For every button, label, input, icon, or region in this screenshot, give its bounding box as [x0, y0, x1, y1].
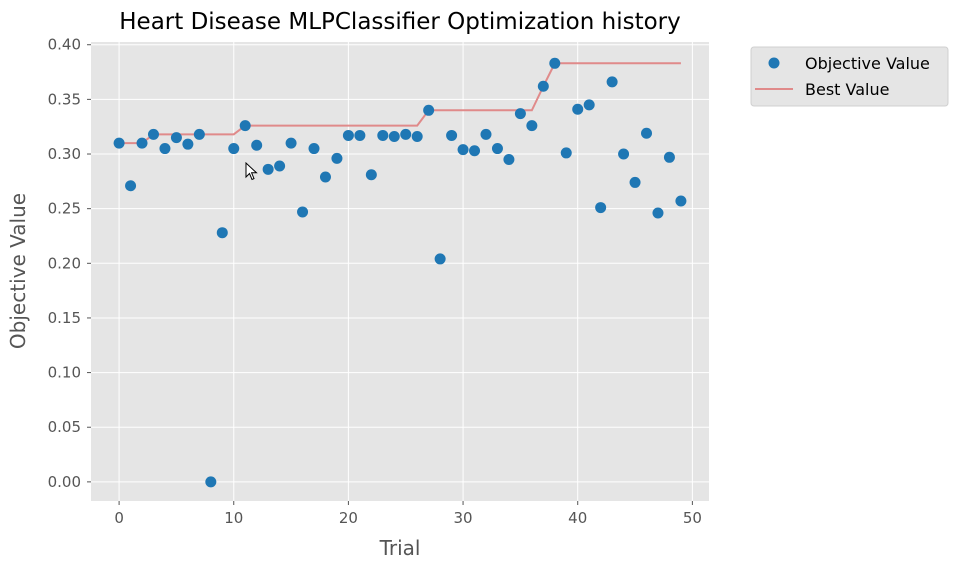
x-tick-label: 30 — [454, 509, 473, 527]
data-point — [400, 128, 412, 140]
data-point — [319, 171, 331, 183]
data-point — [285, 137, 297, 149]
y-tick-label: 0.15 — [48, 309, 81, 327]
data-point — [182, 138, 194, 150]
pointer-cursor-icon — [245, 162, 258, 181]
x-tick-label: 40 — [568, 509, 587, 527]
y-tick-label: 0.20 — [48, 254, 81, 272]
data-point — [526, 120, 538, 132]
data-point — [583, 99, 595, 111]
data-point — [652, 207, 664, 219]
data-point — [205, 476, 217, 488]
x-tick-labels: 0 10 20 30 40 50 — [114, 501, 702, 527]
x-tick-label: 20 — [339, 509, 358, 527]
data-point — [491, 143, 503, 155]
data-point — [572, 103, 584, 115]
legend: Objective Value Best Value — [750, 46, 949, 107]
data-point — [308, 143, 320, 155]
y-axis-label: Objective Value — [6, 193, 30, 349]
data-point — [434, 253, 446, 265]
data-point — [537, 80, 549, 92]
data-point — [595, 202, 607, 214]
data-point — [629, 176, 641, 188]
chart-title: Heart Disease MLPClassifier Optimization… — [119, 9, 680, 35]
data-point — [514, 108, 526, 120]
legend-box — [750, 46, 949, 107]
data-point — [663, 151, 675, 163]
data-point — [170, 132, 182, 144]
x-tick-label: 10 — [224, 509, 243, 527]
x-tick-label: 50 — [683, 509, 702, 527]
plot-area — [91, 42, 709, 501]
data-point — [480, 128, 492, 140]
data-point — [675, 195, 687, 207]
data-point — [274, 160, 286, 172]
y-tick-label: 0.05 — [48, 418, 81, 436]
data-point — [331, 152, 343, 164]
legend-label-best: Best Value — [805, 80, 889, 99]
data-point — [641, 127, 653, 139]
x-tick-label: 0 — [114, 509, 124, 527]
data-point — [354, 129, 366, 141]
data-point — [125, 180, 137, 192]
data-point — [262, 163, 274, 175]
data-point — [503, 153, 515, 165]
data-point — [446, 129, 458, 141]
y-tick-labels: 0.00 0.05 0.10 0.15 0.20 0.25 0.30 0.35 0.40 — [48, 36, 91, 491]
data-point — [457, 144, 469, 156]
data-point — [377, 129, 389, 141]
data-point — [228, 143, 240, 155]
data-point — [342, 129, 354, 141]
data-point — [193, 128, 205, 140]
data-point — [216, 227, 228, 239]
data-point — [560, 147, 572, 159]
scatter-points — [113, 57, 687, 488]
data-point — [239, 120, 251, 132]
data-point — [388, 131, 400, 143]
data-point — [147, 128, 159, 140]
data-point — [365, 169, 377, 181]
data-point — [549, 57, 561, 69]
y-tick-label: 0.00 — [48, 473, 81, 491]
y-tick-label: 0.25 — [48, 200, 81, 218]
data-point — [159, 143, 171, 155]
y-tick-label: 0.10 — [48, 364, 81, 382]
data-point — [469, 145, 481, 157]
data-point — [136, 137, 148, 149]
best-value-line-layer — [119, 62, 681, 145]
x-axis-label: Trial — [379, 536, 421, 560]
legend-marker-objective — [768, 57, 780, 69]
data-point — [618, 148, 630, 160]
data-point — [423, 104, 435, 116]
legend-label-objective: Objective Value — [805, 54, 930, 73]
y-tick-label: 0.30 — [48, 145, 81, 163]
data-point — [606, 76, 618, 88]
y-tick-label: 0.40 — [48, 36, 81, 54]
data-point — [251, 139, 263, 151]
data-point — [297, 206, 309, 218]
y-tick-label: 0.35 — [48, 90, 81, 108]
data-point — [113, 137, 125, 149]
grid-lines — [91, 42, 709, 501]
best-value-line — [119, 62, 681, 145]
data-point — [411, 131, 423, 143]
